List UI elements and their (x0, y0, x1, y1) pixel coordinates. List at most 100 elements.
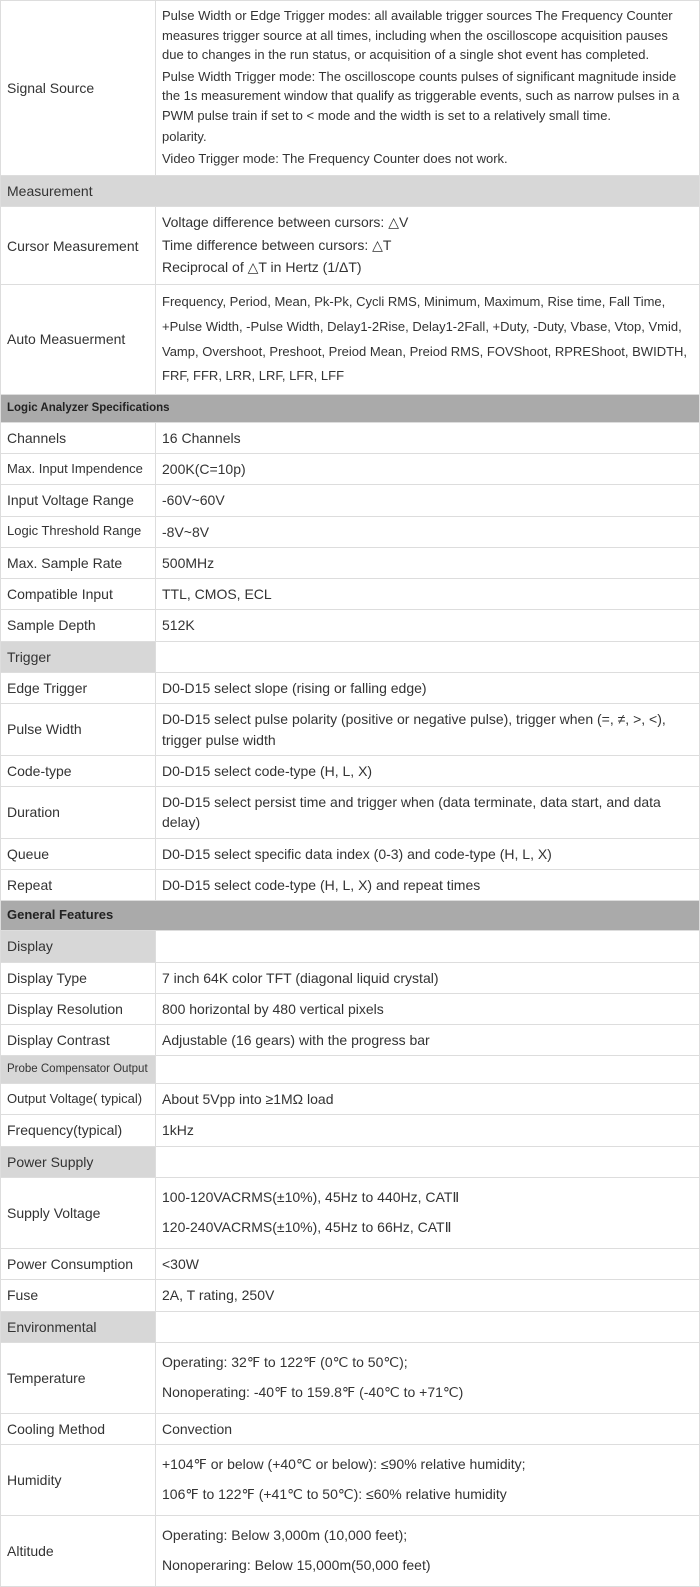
display-type-label: Display Type (1, 962, 156, 993)
temperature-label: Temperature (1, 1342, 156, 1413)
queue-label: Queue (1, 838, 156, 869)
altitude-label: Altitude (1, 1516, 156, 1587)
repeat-value: D0-D15 select code-type (H, L, X) and re… (156, 870, 700, 901)
table-row: Pulse Width D0-D15 select pulse polarity… (1, 704, 700, 756)
power-header: Power Supply (1, 1146, 156, 1177)
table-row: Code-type D0-D15 select code-type (H, L,… (1, 755, 700, 786)
section-header: Trigger (1, 641, 700, 672)
static-text: Pulse Width or Edge Trigger modes: all a… (162, 6, 693, 65)
auto-measurement-value: Frequency, Period, Mean, Pk-Pk, Cycli RM… (156, 285, 700, 395)
table-row: Auto Measuerment Frequency, Period, Mean… (1, 285, 700, 395)
empty-cell (156, 931, 700, 962)
table-row: Supply Voltage 100-120VACRMS(±10%), 45Hz… (1, 1177, 700, 1248)
table-row: Frequency(typical) 1kHz (1, 1115, 700, 1146)
display-contrast-label: Display Contrast (1, 1025, 156, 1056)
signal-source-value: Pulse Width or Edge Trigger modes: all a… (156, 1, 700, 176)
empty-cell (156, 1056, 700, 1084)
frequency-value: 1kHz (156, 1115, 700, 1146)
empty-cell (156, 1311, 700, 1342)
table-row: Repeat D0-D15 select code-type (H, L, X)… (1, 870, 700, 901)
table-row: Duration D0-D15 select persist time and … (1, 787, 700, 839)
display-header: Display (1, 931, 156, 962)
impedance-label: Max. Input Impendence (1, 453, 156, 484)
static-text: Nonoperaring: Below 15,000m(50,000 feet) (162, 1551, 693, 1579)
table-row: Fuse 2A, T rating, 250V (1, 1280, 700, 1311)
sample-rate-value: 500MHz (156, 547, 700, 578)
humidity-label: Humidity (1, 1445, 156, 1516)
pulse-width-value: D0-D15 select pulse polarity (positive o… (156, 704, 700, 756)
supply-voltage-label: Supply Voltage (1, 1177, 156, 1248)
code-type-value: D0-D15 select code-type (H, L, X) (156, 755, 700, 786)
cursor-measurement-label: Cursor Measurement (1, 207, 156, 285)
static-text: 106℉ to 122℉ (+41℃ to 50℃): ≤60% relativ… (162, 1480, 693, 1508)
auto-measurement-label: Auto Measuerment (1, 285, 156, 395)
sample-rate-label: Max. Sample Rate (1, 547, 156, 578)
sample-depth-value: 512K (156, 610, 700, 641)
power-consumption-label: Power Consumption (1, 1248, 156, 1279)
cursor-measurement-value: Voltage difference between cursors: △V T… (156, 207, 700, 285)
altitude-value: Operating: Below 3,000m (10,000 feet); N… (156, 1516, 700, 1587)
logic-header: Logic Analyzer Specifications (1, 394, 700, 422)
empty-cell (156, 1146, 700, 1177)
table-row: Power Consumption <30W (1, 1248, 700, 1279)
static-text: Voltage difference between cursors: △V (162, 212, 693, 232)
signal-source-label: Signal Source (1, 1, 156, 176)
table-row: Compatible Input TTL, CMOS, ECL (1, 579, 700, 610)
section-header: Power Supply (1, 1146, 700, 1177)
table-row: Cooling Method Convection (1, 1413, 700, 1444)
cooling-method-value: Convection (156, 1413, 700, 1444)
section-header: Display (1, 931, 700, 962)
static-text: Reciprocal of △T in Hertz (1/ΔT) (162, 257, 693, 277)
measurement-header: Measurement (1, 176, 700, 207)
queue-value: D0-D15 select specific data index (0-3) … (156, 838, 700, 869)
output-voltage-label: Output Voltage( typical) (1, 1084, 156, 1115)
table-row: Edge Trigger D0-D15 select slope (rising… (1, 672, 700, 703)
static-text: Operating: 32℉ to 122℉ (0℃ to 50℃); (162, 1348, 693, 1376)
channels-label: Channels (1, 422, 156, 453)
table-row: Cursor Measurement Voltage difference be… (1, 207, 700, 285)
table-row: Max. Sample Rate 500MHz (1, 547, 700, 578)
table-row: Logic Threshold Range -8V~8V (1, 516, 700, 547)
table-row: Queue D0-D15 select specific data index … (1, 838, 700, 869)
static-text: Operating: Below 3,000m (10,000 feet); (162, 1521, 693, 1549)
static-text: Nonoperating: -40℉ to 159.8℉ (-40℃ to +7… (162, 1378, 693, 1406)
table-row: Humidity +104℉ or below (+40℃ or below):… (1, 1445, 700, 1516)
supply-voltage-value: 100-120VACRMS(±10%), 45Hz to 440Hz, CATⅡ… (156, 1177, 700, 1248)
table-row: Display Type 7 inch 64K color TFT (diago… (1, 962, 700, 993)
trigger-header: Trigger (1, 641, 156, 672)
table-row: Channels 16 Channels (1, 422, 700, 453)
compatible-input-label: Compatible Input (1, 579, 156, 610)
table-row: Input Voltage Range -60V~60V (1, 485, 700, 516)
humidity-value: +104℉ or below (+40℃ or below): ≤90% rel… (156, 1445, 700, 1516)
table-row: Temperature Operating: 32℉ to 122℉ (0℃ t… (1, 1342, 700, 1413)
table-row: Signal Source Pulse Width or Edge Trigge… (1, 1, 700, 176)
display-resolution-value: 800 horizontal by 480 vertical pixels (156, 993, 700, 1024)
table-row: Altitude Operating: Below 3,000m (10,000… (1, 1516, 700, 1587)
static-text: polarity. (162, 127, 693, 147)
fuse-label: Fuse (1, 1280, 156, 1311)
table-row: Display Contrast Adjustable (16 gears) w… (1, 1025, 700, 1056)
pulse-width-label: Pulse Width (1, 704, 156, 756)
edge-trigger-label: Edge Trigger (1, 672, 156, 703)
fuse-value: 2A, T rating, 250V (156, 1280, 700, 1311)
threshold-value: -8V~8V (156, 516, 700, 547)
section-header: General Features (1, 901, 700, 931)
channels-value: 16 Channels (156, 422, 700, 453)
section-header: Probe Compensator Output (1, 1056, 700, 1084)
section-header: Environmental (1, 1311, 700, 1342)
table-row: Display Resolution 800 horizontal by 480… (1, 993, 700, 1024)
repeat-label: Repeat (1, 870, 156, 901)
code-type-label: Code-type (1, 755, 156, 786)
input-voltage-label: Input Voltage Range (1, 485, 156, 516)
temperature-value: Operating: 32℉ to 122℉ (0℃ to 50℃); Nono… (156, 1342, 700, 1413)
power-consumption-value: <30W (156, 1248, 700, 1279)
static-text: Pulse Width Trigger mode: The oscillosco… (162, 67, 693, 126)
static-text: +104℉ or below (+40℃ or below): ≤90% rel… (162, 1450, 693, 1478)
static-text: 120-240VACRMS(±10%), 45Hz to 66Hz, CATⅡ (162, 1213, 693, 1241)
frequency-label: Frequency(typical) (1, 1115, 156, 1146)
display-type-value: 7 inch 64K color TFT (diagonal liquid cr… (156, 962, 700, 993)
duration-value: D0-D15 select persist time and trigger w… (156, 787, 700, 839)
edge-trigger-value: D0-D15 select slope (rising or falling e… (156, 672, 700, 703)
table-row: Max. Input Impendence 200K(C=10p) (1, 453, 700, 484)
display-contrast-value: Adjustable (16 gears) with the progress … (156, 1025, 700, 1056)
